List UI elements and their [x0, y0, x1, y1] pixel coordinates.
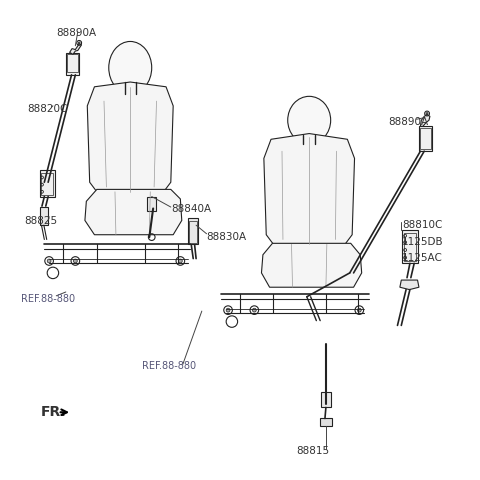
Text: 88890A: 88890A	[388, 117, 428, 127]
Bar	[320, 419, 332, 426]
Bar	[67, 55, 78, 73]
Bar	[147, 197, 156, 211]
Ellipse shape	[288, 97, 331, 145]
Circle shape	[426, 113, 428, 115]
Polygon shape	[87, 83, 173, 192]
Bar	[189, 221, 197, 243]
Bar	[321, 392, 331, 408]
Text: REF.88-880: REF.88-880	[22, 293, 75, 303]
Bar	[41, 173, 53, 195]
Polygon shape	[400, 280, 419, 290]
Bar	[39, 208, 48, 226]
Bar	[66, 54, 79, 76]
Polygon shape	[262, 244, 362, 288]
Bar	[419, 127, 432, 152]
Circle shape	[252, 309, 256, 312]
Circle shape	[179, 260, 182, 264]
Bar	[39, 171, 55, 197]
Text: 88820C: 88820C	[28, 104, 68, 114]
Text: 1125DB: 1125DB	[402, 237, 444, 246]
Bar	[402, 230, 418, 264]
Text: 88890A: 88890A	[56, 28, 96, 38]
Text: 88825: 88825	[24, 216, 58, 226]
Text: 88830A: 88830A	[206, 231, 247, 241]
Text: 1125AC: 1125AC	[402, 252, 443, 263]
Ellipse shape	[109, 42, 152, 95]
Circle shape	[73, 260, 77, 264]
Circle shape	[47, 260, 51, 264]
Polygon shape	[70, 45, 82, 55]
Text: 88810C: 88810C	[402, 219, 443, 229]
Text: FR.: FR.	[40, 405, 66, 419]
Polygon shape	[420, 115, 430, 127]
Text: 88815: 88815	[296, 445, 329, 456]
Polygon shape	[264, 134, 355, 245]
Text: 88840A: 88840A	[171, 204, 211, 214]
Bar	[188, 218, 198, 245]
Circle shape	[358, 309, 361, 312]
Bar	[404, 233, 416, 262]
Circle shape	[78, 43, 80, 45]
Polygon shape	[85, 190, 182, 235]
Text: REF.88-880: REF.88-880	[142, 360, 196, 370]
Circle shape	[226, 309, 230, 312]
Bar	[420, 129, 431, 150]
